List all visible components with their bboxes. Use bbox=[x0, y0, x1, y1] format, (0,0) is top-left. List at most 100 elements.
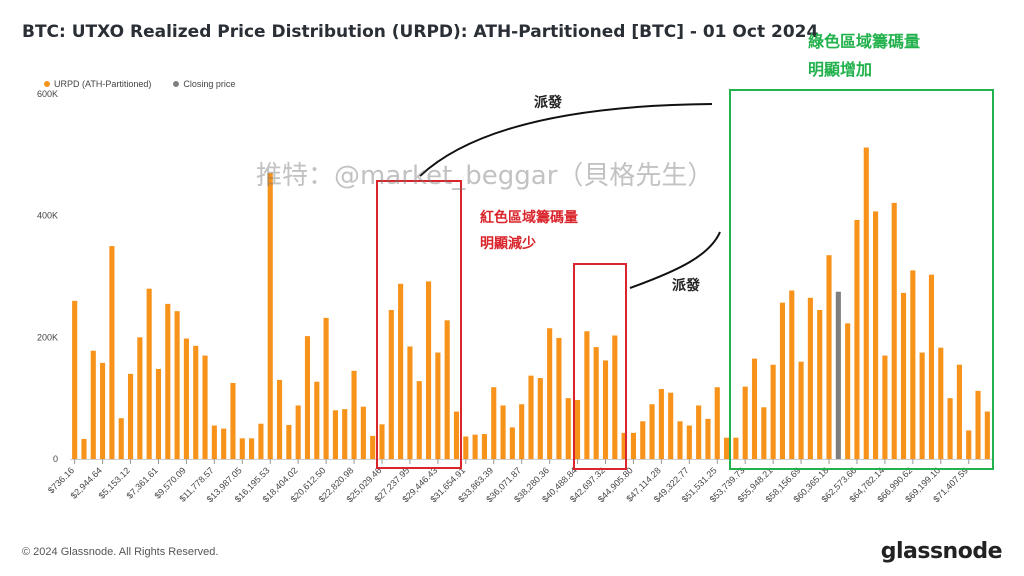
urpd-bar[interactable] bbox=[183, 338, 189, 459]
urpd-bar[interactable] bbox=[677, 421, 683, 459]
urpd-bar[interactable] bbox=[472, 434, 478, 459]
urpd-bar[interactable] bbox=[146, 288, 152, 459]
urpd-bar[interactable] bbox=[407, 346, 413, 459]
urpd-bar[interactable] bbox=[379, 424, 385, 459]
urpd-bar[interactable] bbox=[537, 378, 543, 459]
urpd-bar[interactable] bbox=[509, 427, 515, 459]
urpd-bar[interactable] bbox=[304, 336, 311, 459]
urpd-bar[interactable] bbox=[575, 399, 581, 459]
urpd-bar[interactable] bbox=[90, 350, 96, 459]
urpd-bar[interactable] bbox=[388, 309, 394, 459]
urpd-bar[interactable] bbox=[956, 364, 962, 459]
urpd-bar[interactable] bbox=[398, 283, 404, 459]
urpd-bar[interactable] bbox=[165, 303, 171, 460]
urpd-bar[interactable] bbox=[155, 368, 162, 459]
urpd-bar[interactable] bbox=[323, 317, 329, 459]
urpd-bar[interactable] bbox=[528, 375, 534, 459]
urpd-bar[interactable] bbox=[761, 407, 767, 459]
urpd-bar[interactable] bbox=[817, 309, 823, 459]
urpd-bar[interactable] bbox=[863, 147, 869, 459]
urpd-bar[interactable] bbox=[630, 432, 636, 459]
urpd-bar[interactable] bbox=[714, 387, 720, 459]
urpd-bar[interactable] bbox=[500, 405, 506, 459]
urpd-bar[interactable] bbox=[239, 438, 245, 459]
urpd-bar[interactable] bbox=[984, 411, 990, 459]
legend-item-urpd[interactable]: URPD (ATH-Partitioned) bbox=[44, 79, 151, 89]
urpd-bar[interactable] bbox=[193, 345, 199, 459]
urpd-bar[interactable] bbox=[891, 202, 897, 459]
urpd-bar[interactable] bbox=[221, 428, 227, 459]
urpd-bar[interactable] bbox=[109, 246, 115, 459]
glassnode-logo[interactable]: glassnode bbox=[880, 539, 1003, 564]
urpd-bar[interactable] bbox=[425, 281, 432, 459]
urpd-bar[interactable] bbox=[519, 404, 525, 459]
urpd-bar[interactable] bbox=[435, 352, 441, 459]
urpd-bar[interactable] bbox=[230, 382, 236, 459]
urpd-bar[interactable] bbox=[286, 424, 292, 459]
urpd-bar[interactable] bbox=[724, 437, 730, 459]
closing-price-bar[interactable] bbox=[835, 291, 841, 459]
urpd-bar[interactable] bbox=[416, 381, 422, 459]
urpd-bar[interactable] bbox=[370, 435, 376, 459]
urpd-bar[interactable] bbox=[267, 173, 273, 459]
urpd-bar[interactable] bbox=[910, 270, 916, 459]
urpd-bar[interactable] bbox=[640, 421, 646, 459]
urpd-bar[interactable] bbox=[938, 347, 944, 459]
urpd-bar[interactable] bbox=[733, 437, 739, 459]
urpd-bar[interactable] bbox=[360, 406, 366, 459]
urpd-bar[interactable] bbox=[947, 398, 953, 459]
urpd-bar[interactable] bbox=[928, 274, 935, 459]
urpd-bar[interactable] bbox=[100, 362, 106, 459]
urpd-bar[interactable] bbox=[621, 432, 627, 459]
urpd-bar[interactable] bbox=[137, 337, 143, 459]
urpd-bar[interactable] bbox=[453, 411, 460, 459]
urpd-bar[interactable] bbox=[751, 358, 758, 460]
legend-item-closing[interactable]: Closing price bbox=[173, 79, 235, 89]
urpd-bar[interactable] bbox=[211, 425, 217, 459]
urpd-bar[interactable] bbox=[649, 404, 655, 459]
urpd-bar[interactable] bbox=[789, 290, 795, 459]
urpd-bar[interactable] bbox=[72, 300, 78, 459]
urpd-bar[interactable] bbox=[202, 355, 208, 459]
urpd-bar[interactable] bbox=[705, 418, 711, 459]
urpd-bar[interactable] bbox=[249, 438, 255, 459]
urpd-bar[interactable] bbox=[686, 425, 692, 459]
urpd-bar[interactable] bbox=[127, 373, 134, 459]
urpd-bar[interactable] bbox=[900, 292, 907, 459]
urpd-bar[interactable] bbox=[742, 386, 748, 459]
urpd-bar[interactable] bbox=[463, 436, 469, 459]
urpd-bar[interactable] bbox=[873, 211, 879, 459]
urpd-bar[interactable] bbox=[584, 331, 590, 459]
urpd-bar[interactable] bbox=[314, 381, 320, 459]
urpd-bar[interactable] bbox=[807, 297, 813, 459]
urpd-bar[interactable] bbox=[481, 434, 487, 459]
urpd-bar[interactable] bbox=[351, 370, 357, 459]
urpd-bar[interactable] bbox=[658, 389, 664, 459]
urpd-bar[interactable] bbox=[342, 409, 348, 459]
urpd-bar[interactable] bbox=[966, 430, 972, 459]
urpd-bar[interactable] bbox=[565, 398, 571, 459]
urpd-bar[interactable] bbox=[547, 328, 553, 459]
urpd-bar[interactable] bbox=[491, 387, 497, 459]
urpd-bar[interactable] bbox=[332, 410, 338, 459]
urpd-bar[interactable] bbox=[118, 418, 124, 459]
urpd-bar[interactable] bbox=[593, 347, 599, 459]
urpd-bar[interactable] bbox=[854, 219, 860, 459]
urpd-bar[interactable] bbox=[770, 364, 776, 459]
urpd-bar[interactable] bbox=[919, 352, 925, 459]
urpd-bar[interactable] bbox=[779, 302, 786, 459]
urpd-bar[interactable] bbox=[81, 438, 87, 459]
urpd-bar[interactable] bbox=[444, 320, 450, 459]
urpd-bar[interactable] bbox=[975, 390, 981, 459]
urpd-bar[interactable] bbox=[826, 255, 832, 459]
urpd-bar[interactable] bbox=[556, 337, 562, 459]
urpd-bar[interactable] bbox=[696, 405, 702, 459]
urpd-bar[interactable] bbox=[798, 361, 804, 459]
urpd-bar[interactable] bbox=[276, 379, 283, 459]
urpd-bar[interactable] bbox=[295, 405, 301, 459]
urpd-bar[interactable] bbox=[602, 360, 609, 459]
urpd-bar[interactable] bbox=[174, 311, 180, 459]
urpd-bar[interactable] bbox=[882, 355, 888, 459]
urpd-bar[interactable] bbox=[612, 335, 618, 459]
urpd-bar[interactable] bbox=[668, 392, 674, 459]
